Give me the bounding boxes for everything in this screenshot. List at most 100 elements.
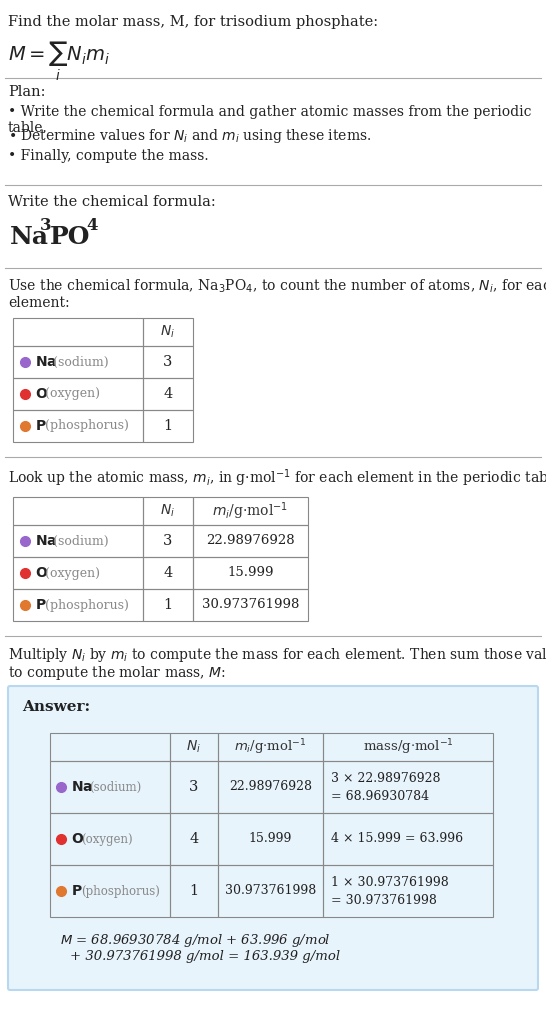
Text: $\bf{Na}$: $\bf{Na}$ bbox=[35, 534, 57, 548]
Text: $\bf{P}$: $\bf{P}$ bbox=[35, 598, 46, 612]
Text: mass/g$\cdot$mol$^{-1}$: mass/g$\cdot$mol$^{-1}$ bbox=[363, 738, 453, 757]
Text: Multiply $N_i$ by $m_i$ to compute the mass for each element. Then sum those val: Multiply $N_i$ by $m_i$ to compute the m… bbox=[8, 646, 546, 664]
Text: 1: 1 bbox=[189, 884, 199, 898]
Text: $\bf{Na}$: $\bf{Na}$ bbox=[71, 780, 93, 794]
Bar bbox=[13, 346, 143, 378]
Text: Answer:: Answer: bbox=[22, 700, 90, 714]
Text: $M$ = 68.96930784 g/mol + 63.996 g/mol: $M$ = 68.96930784 g/mol + 63.996 g/mol bbox=[60, 932, 331, 949]
Text: $\bf{Na}$: $\bf{Na}$ bbox=[35, 355, 57, 369]
Text: Find the molar mass, M, for trisodium phosphate:: Find the molar mass, M, for trisodium ph… bbox=[8, 15, 378, 29]
Text: (phosphorus): (phosphorus) bbox=[45, 599, 129, 611]
Text: 4: 4 bbox=[189, 832, 199, 846]
Text: (oxygen): (oxygen) bbox=[81, 833, 133, 845]
Text: Write the chemical formula:: Write the chemical formula: bbox=[8, 195, 216, 209]
Text: 4 × 15.999 = 63.996: 4 × 15.999 = 63.996 bbox=[331, 833, 463, 845]
Bar bbox=[323, 761, 493, 813]
Bar bbox=[143, 525, 193, 557]
Text: 1: 1 bbox=[163, 419, 173, 433]
Bar bbox=[193, 589, 308, 621]
Text: • Write the chemical formula and gather atomic masses from the periodic table.: • Write the chemical formula and gather … bbox=[8, 105, 531, 136]
Bar bbox=[323, 865, 493, 917]
Text: $\bf{P}$: $\bf{P}$ bbox=[35, 419, 46, 433]
Bar bbox=[143, 497, 193, 525]
Bar bbox=[50, 865, 170, 917]
Bar bbox=[143, 589, 193, 621]
Bar bbox=[218, 813, 323, 865]
Text: 1: 1 bbox=[163, 598, 173, 612]
Text: (sodium): (sodium) bbox=[89, 780, 141, 794]
Text: 4: 4 bbox=[163, 387, 173, 401]
Text: (phosphorus): (phosphorus) bbox=[45, 420, 129, 432]
Text: $M = \sum_i N_i m_i$: $M = \sum_i N_i m_i$ bbox=[8, 40, 110, 83]
Bar bbox=[13, 557, 143, 589]
Bar bbox=[13, 525, 143, 557]
Text: $N_i$: $N_i$ bbox=[161, 324, 175, 340]
Text: 3: 3 bbox=[40, 217, 52, 234]
Text: Look up the atomic mass, $m_i$, in g$\cdot$mol$^{-1}$ for each element in the pe: Look up the atomic mass, $m_i$, in g$\cd… bbox=[8, 467, 546, 489]
Text: (sodium): (sodium) bbox=[53, 535, 109, 547]
Text: $\bf{O}$: $\bf{O}$ bbox=[71, 832, 84, 846]
Bar bbox=[50, 813, 170, 865]
Text: to compute the molar mass, $M$:: to compute the molar mass, $M$: bbox=[8, 664, 225, 682]
Text: (oxygen): (oxygen) bbox=[45, 567, 100, 579]
FancyBboxPatch shape bbox=[8, 686, 538, 990]
Bar bbox=[218, 761, 323, 813]
Text: 1 × 30.973761998: 1 × 30.973761998 bbox=[331, 876, 449, 890]
Text: 4: 4 bbox=[86, 217, 98, 234]
Bar bbox=[50, 761, 170, 813]
Text: element:: element: bbox=[8, 296, 70, 310]
Text: 4: 4 bbox=[163, 566, 173, 580]
Text: $m_i$/g$\cdot$mol$^{-1}$: $m_i$/g$\cdot$mol$^{-1}$ bbox=[234, 738, 307, 757]
Text: • Determine values for $N_i$ and $m_i$ using these items.: • Determine values for $N_i$ and $m_i$ u… bbox=[8, 127, 371, 145]
Bar bbox=[323, 813, 493, 865]
Text: PO: PO bbox=[50, 225, 91, 249]
Text: $m_i$/g$\cdot$mol$^{-1}$: $m_i$/g$\cdot$mol$^{-1}$ bbox=[212, 500, 288, 522]
Bar bbox=[13, 497, 143, 525]
Text: 15.999: 15.999 bbox=[249, 833, 292, 845]
Bar bbox=[218, 865, 323, 917]
Text: 30.973761998: 30.973761998 bbox=[225, 885, 316, 897]
Text: (oxygen): (oxygen) bbox=[45, 387, 100, 401]
Text: $\bf{O}$: $\bf{O}$ bbox=[35, 387, 48, 401]
Bar bbox=[170, 761, 218, 813]
Bar bbox=[143, 410, 193, 442]
Bar bbox=[143, 557, 193, 589]
Bar bbox=[218, 733, 323, 761]
Bar bbox=[193, 497, 308, 525]
Bar bbox=[170, 733, 218, 761]
Bar bbox=[143, 346, 193, 378]
Text: $\bf{O}$: $\bf{O}$ bbox=[35, 566, 48, 580]
Text: + 30.973761998 g/mol = 163.939 g/mol: + 30.973761998 g/mol = 163.939 g/mol bbox=[70, 950, 340, 963]
Text: 30.973761998: 30.973761998 bbox=[202, 599, 299, 611]
Text: 3: 3 bbox=[189, 780, 199, 794]
Text: 3: 3 bbox=[163, 534, 173, 548]
Text: 22.98976928: 22.98976928 bbox=[229, 780, 312, 794]
Text: Plan:: Plan: bbox=[8, 85, 45, 99]
Text: = 30.973761998: = 30.973761998 bbox=[331, 894, 437, 908]
Bar bbox=[50, 733, 170, 761]
Bar bbox=[143, 318, 193, 346]
Bar bbox=[143, 378, 193, 410]
Text: Na: Na bbox=[10, 225, 49, 249]
Text: (phosphorus): (phosphorus) bbox=[81, 885, 160, 897]
Text: 3 × 22.98976928: 3 × 22.98976928 bbox=[331, 773, 441, 785]
Text: Use the chemical formula, Na$_3$PO$_4$, to count the number of atoms, $N_i$, for: Use the chemical formula, Na$_3$PO$_4$, … bbox=[8, 278, 546, 295]
Text: (sodium): (sodium) bbox=[53, 355, 109, 369]
Bar bbox=[170, 813, 218, 865]
Text: $\bf{P}$: $\bf{P}$ bbox=[71, 884, 82, 898]
Bar bbox=[13, 589, 143, 621]
Bar bbox=[13, 410, 143, 442]
Text: 22.98976928: 22.98976928 bbox=[206, 535, 295, 547]
Text: $N_i$: $N_i$ bbox=[161, 502, 175, 519]
Text: 3: 3 bbox=[163, 355, 173, 369]
Text: = 68.96930784: = 68.96930784 bbox=[331, 790, 429, 804]
Bar bbox=[13, 378, 143, 410]
Bar bbox=[193, 557, 308, 589]
Text: • Finally, compute the mass.: • Finally, compute the mass. bbox=[8, 149, 209, 163]
Bar bbox=[170, 865, 218, 917]
Bar bbox=[193, 525, 308, 557]
Text: $N_i$: $N_i$ bbox=[187, 739, 201, 755]
Text: 15.999: 15.999 bbox=[227, 567, 274, 579]
Bar bbox=[13, 318, 143, 346]
Bar bbox=[323, 733, 493, 761]
